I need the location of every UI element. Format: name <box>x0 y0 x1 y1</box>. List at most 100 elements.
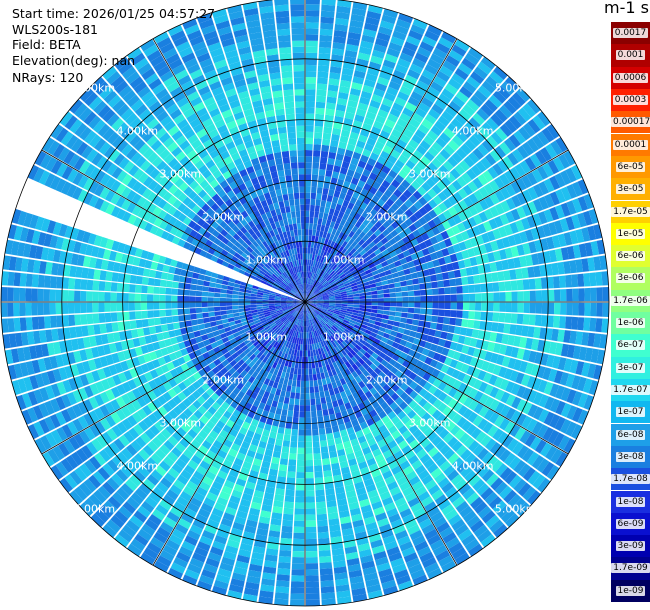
range-gate <box>316 513 328 521</box>
range-gate <box>346 557 360 567</box>
range-gate <box>416 448 427 460</box>
range-gate <box>327 90 338 98</box>
range-gate <box>378 245 387 253</box>
range-gate <box>309 278 313 285</box>
range-gate <box>194 546 209 558</box>
range-gate <box>274 375 281 383</box>
range-gate <box>244 365 252 373</box>
range-gate <box>538 181 550 195</box>
ray <box>305 302 568 467</box>
range-gate <box>296 306 302 312</box>
range-gate <box>504 119 518 133</box>
range-gate <box>418 74 432 86</box>
range-gate <box>333 406 341 414</box>
range-gate <box>428 395 438 405</box>
range-gate <box>177 391 187 402</box>
range-gate <box>261 321 269 327</box>
range-gate <box>317 300 324 302</box>
range-gate <box>326 163 334 172</box>
range-gate <box>319 287 326 292</box>
range-gate <box>404 419 415 430</box>
range-gate <box>344 243 351 250</box>
range-gate <box>350 13 365 23</box>
range-gate <box>407 96 420 107</box>
range-gate <box>240 385 249 394</box>
range-gate <box>521 175 533 189</box>
range-gate <box>222 322 230 329</box>
range-gate <box>307 320 309 327</box>
ray <box>305 302 603 380</box>
range-gate <box>291 575 305 582</box>
range-gate <box>310 247 314 254</box>
range-gate <box>225 453 236 463</box>
range-gate <box>422 35 437 47</box>
range-gate <box>463 436 475 448</box>
range-gate <box>602 287 609 302</box>
range-gate <box>336 590 351 599</box>
range-gate <box>37 316 45 330</box>
range-gate <box>228 367 236 375</box>
range-gate <box>521 387 532 401</box>
range-gate <box>87 233 97 245</box>
range-gate <box>349 386 357 394</box>
range-gate <box>159 499 172 511</box>
range-gate <box>195 307 203 314</box>
range-gate <box>209 486 221 497</box>
range-gate <box>291 429 298 436</box>
range-gate <box>305 22 319 29</box>
range-gate <box>343 478 354 487</box>
range-gate <box>285 334 291 341</box>
range-gate <box>158 417 170 428</box>
range-gate <box>349 399 358 408</box>
range-gate <box>481 253 490 264</box>
range-gate <box>110 206 121 218</box>
range-gate <box>430 274 437 282</box>
range-gate <box>466 99 480 112</box>
range-gate <box>479 274 487 283</box>
range-gate <box>304 302 305 308</box>
range-gate <box>360 394 368 402</box>
ray <box>59 302 305 493</box>
range-gate <box>211 401 221 411</box>
range-gate <box>166 273 175 281</box>
range-gate <box>424 321 431 329</box>
range-gate <box>306 307 309 314</box>
range-gate <box>241 441 251 450</box>
range-gate <box>233 287 240 292</box>
range-gate <box>508 115 522 130</box>
range-gate <box>314 471 323 478</box>
range-gate <box>251 309 258 314</box>
range-gate <box>213 297 220 302</box>
range-gate <box>571 214 581 229</box>
range-gate <box>305 4 320 11</box>
range-gate <box>322 318 328 324</box>
range-gate <box>443 395 453 406</box>
range-gate <box>301 307 304 314</box>
range-gate <box>481 469 495 482</box>
range-gate <box>305 89 316 96</box>
range-gate <box>305 368 309 375</box>
range-gate <box>472 415 484 427</box>
range-gate <box>377 76 390 87</box>
range-gate <box>311 279 315 286</box>
range-gate <box>43 302 50 315</box>
range-gate <box>473 320 481 330</box>
range-gate <box>517 145 529 159</box>
range-gate <box>271 314 278 319</box>
range-gate <box>155 366 164 377</box>
range-gate <box>266 372 273 380</box>
range-gate <box>456 176 467 188</box>
range-gate <box>183 448 194 460</box>
range-gate <box>292 317 297 324</box>
range-gate <box>262 299 269 302</box>
range-gate <box>121 393 131 405</box>
range-gate <box>112 491 126 505</box>
range-gate <box>85 348 94 360</box>
range-gate <box>385 397 395 406</box>
range-gate <box>352 250 360 258</box>
range-gate <box>153 560 169 573</box>
range-gate <box>316 193 322 200</box>
range-gate <box>497 322 505 333</box>
range-gate <box>377 294 384 298</box>
ray <box>305 271 609 302</box>
